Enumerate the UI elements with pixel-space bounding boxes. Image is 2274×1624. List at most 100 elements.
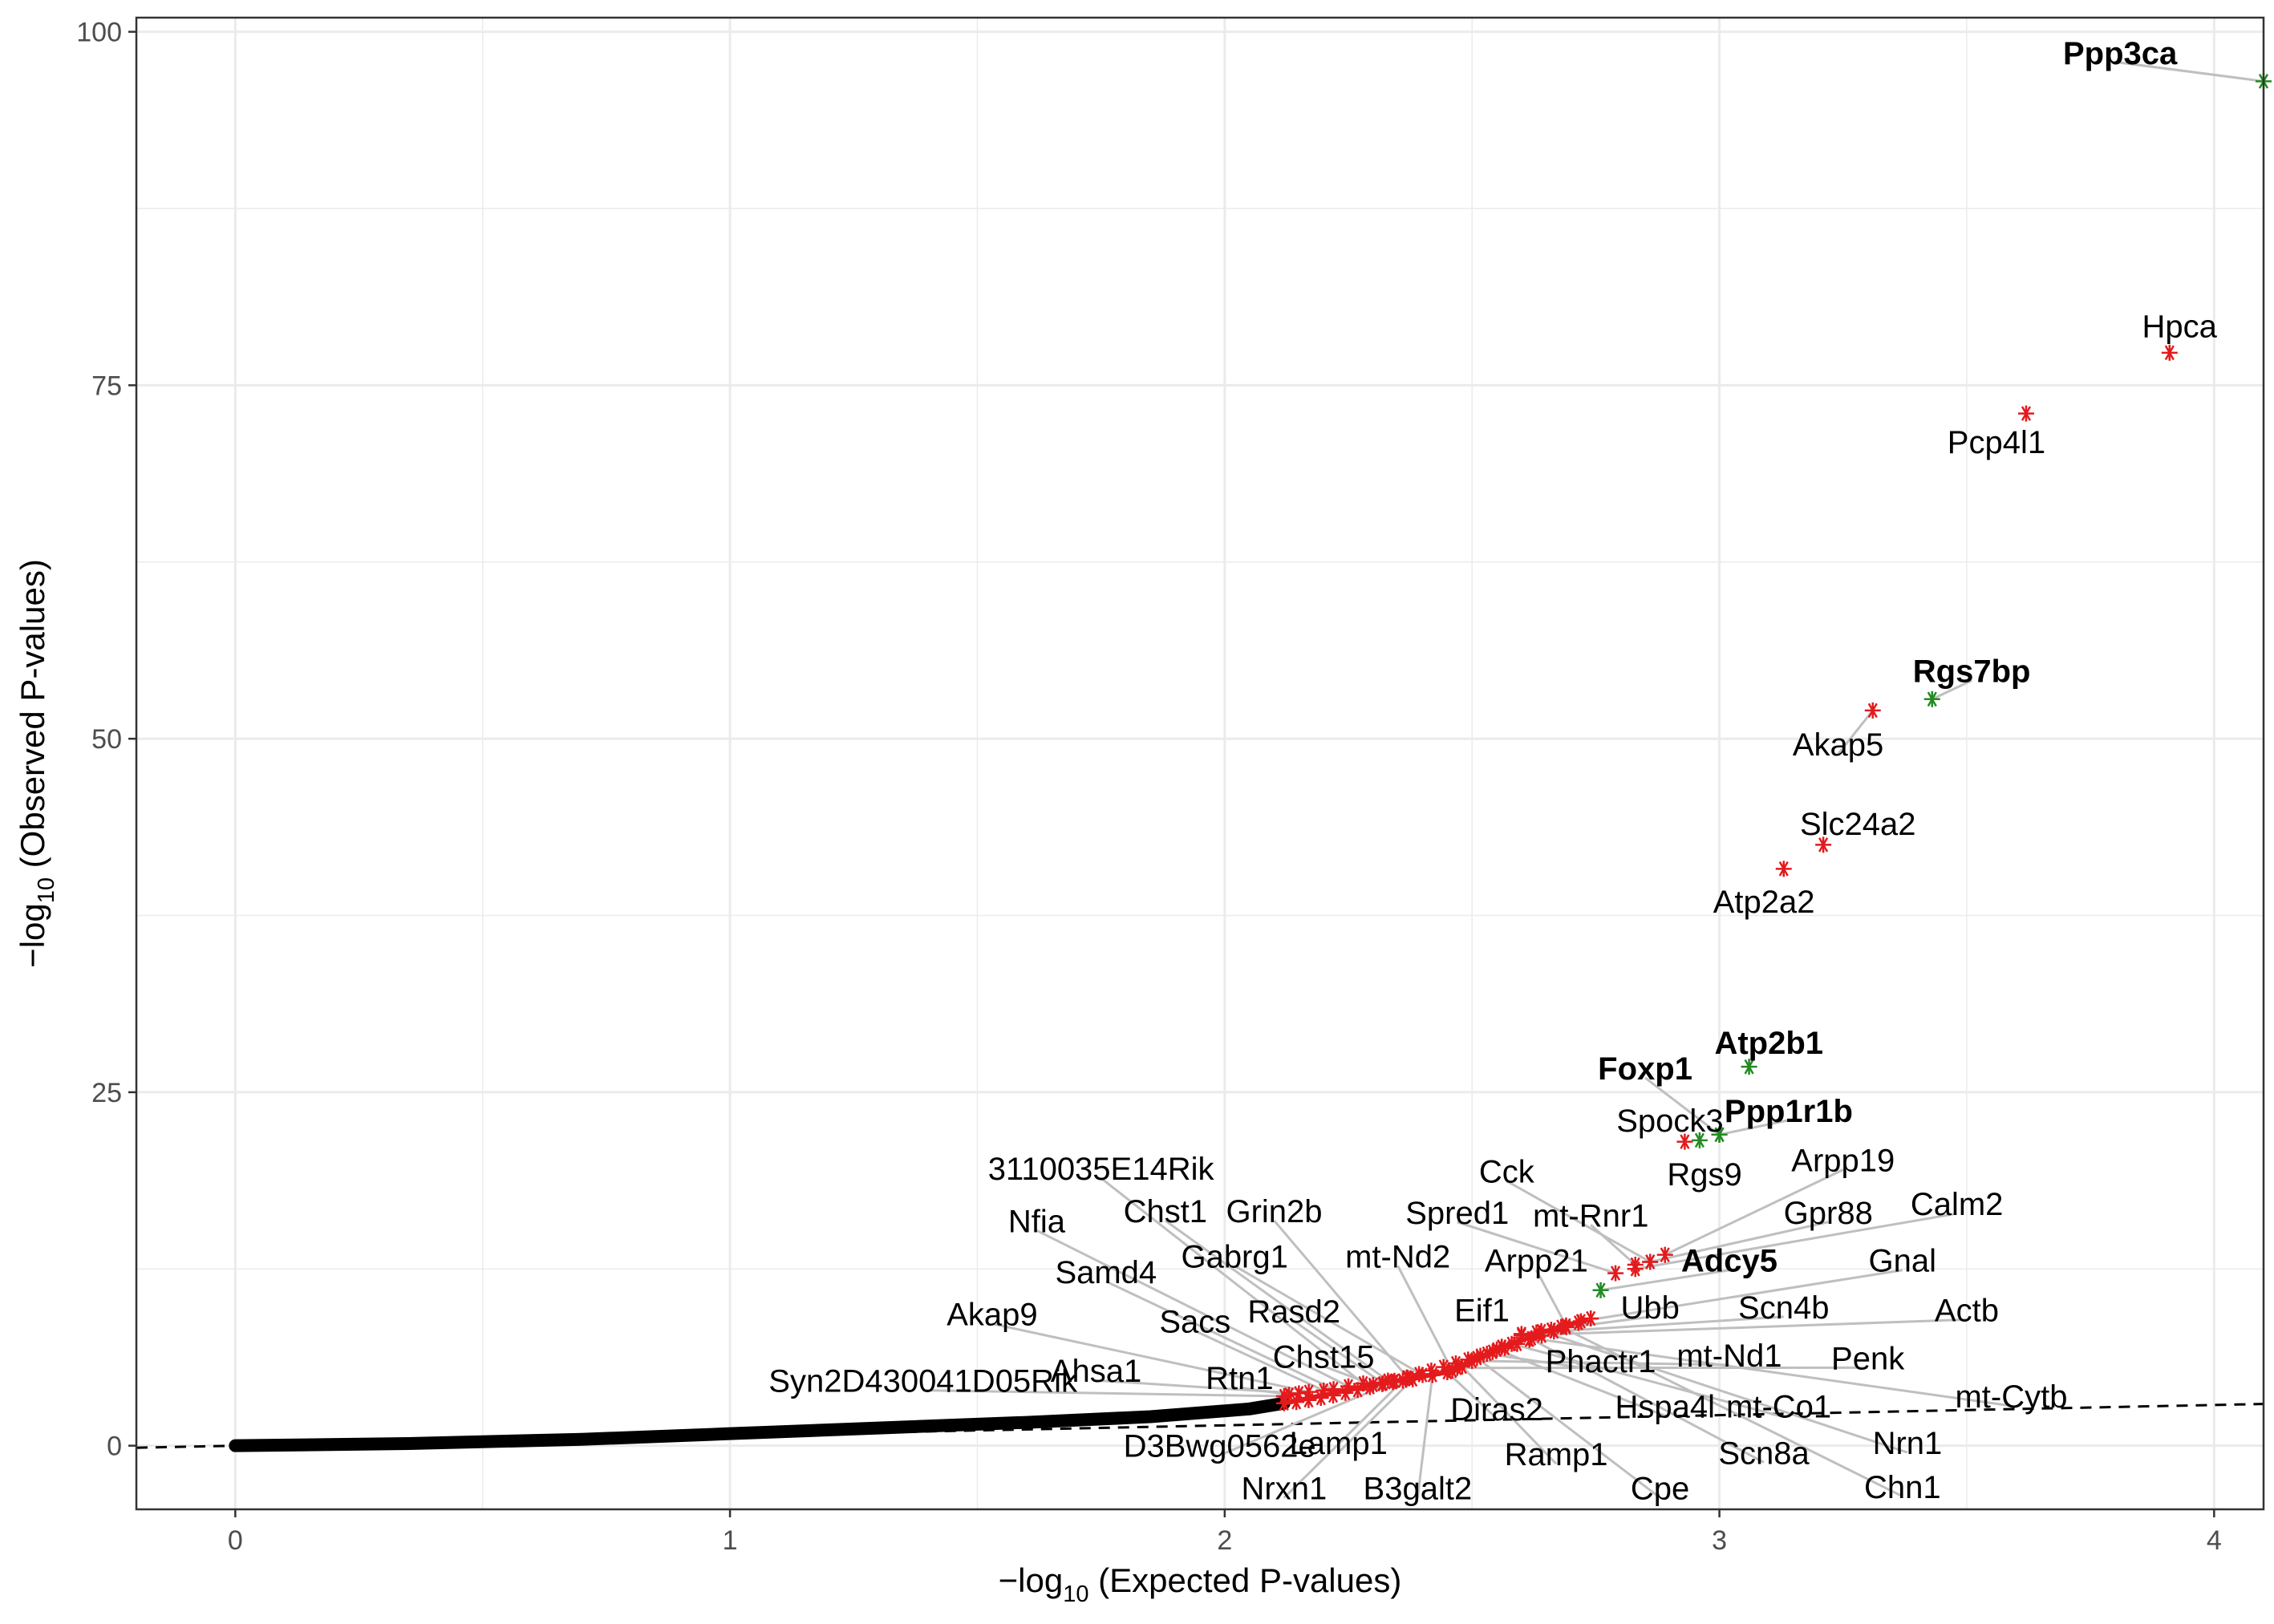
gene-point [1405,1371,1421,1387]
leader-line [1472,1359,1729,1367]
gene-point [1627,1261,1644,1278]
gene-label: Rgs9 [1667,1157,1741,1193]
gene-point [1424,1367,1441,1383]
gene-label: Arpp19 [1791,1144,1895,1179]
gene-point [1375,1375,1392,1392]
gene-point [1469,1350,1486,1367]
gene-point [1815,836,1832,853]
leader-line [1590,1224,1636,1266]
gene-label: Arpp21 [1485,1244,1588,1279]
gene-point [1741,1059,1757,1075]
gene-label: Calm2 [1911,1187,2004,1222]
background-points-band [229,1396,1291,1452]
gene-label: Gpr88 [1784,1196,1873,1231]
leader-line [1511,1343,1779,1417]
gene-label: Akap9 [946,1298,1037,1333]
gene-label: Spock3 [1616,1104,1723,1139]
gene-label: Chn1 [1864,1470,1941,1505]
gene-label: Adcy5 [1681,1244,1777,1279]
gene-point [1340,1378,1357,1395]
gene-point [1691,1132,1708,1148]
x-axis-title-subscript: 10 [1063,1581,1088,1607]
leader-line [1635,1212,1957,1270]
leader-line [1521,1333,1765,1464]
x-tick-label: 0 [228,1525,243,1556]
gene-label: Ramp1 [1505,1437,1608,1472]
gene-label: Grin2b [1226,1194,1322,1229]
gene-point [1325,1381,1342,1398]
gene-point [1864,702,1881,719]
leader-line [1100,1176,1364,1385]
gridlines [136,18,2264,1509]
leader-line [1036,1229,1349,1387]
x-tick-label: 3 [1712,1525,1727,1556]
leader-line [1446,1371,1498,1419]
leader-line [2119,61,2264,83]
gene-label: Sacs [1159,1305,1230,1340]
gene-label: Rgs7bp [1913,654,2031,690]
gene-point [1553,1318,1570,1335]
leader-line [1105,1280,1335,1391]
gene-point [1656,1246,1673,1263]
leader-line [1496,1348,1666,1417]
leader-line [1293,1319,1384,1385]
gene-point [1489,1341,1506,1358]
leader-line [1506,1180,1651,1263]
leader-line [1476,1357,1661,1499]
gene-label: Diras2 [1450,1392,1543,1428]
gene-point [2161,344,2178,361]
y-tick-label: 75 [91,371,122,401]
leader-line [1560,1326,1903,1498]
leader-line [1531,1337,2012,1407]
gene-point [1315,1382,1332,1399]
y-axis-title-subscript: 10 [34,877,59,903]
y-tick-label: 100 [76,18,122,48]
panel-border [135,16,2265,1511]
gene-label: mt-Co1 [1726,1389,1831,1424]
leader-line [1337,1378,1414,1454]
gene-point [1592,1282,1609,1298]
gene-point [1572,1313,1589,1330]
leader-line [1931,679,1972,701]
gene-label: Rtn1 [1206,1361,1274,1396]
gene-label: Phactr1 [1546,1344,1656,1379]
leader-line [1649,1221,1829,1263]
gene-label: Ppp3ca [2063,36,2178,71]
leader-line [1664,1168,1844,1257]
leader-line [1719,1119,1790,1136]
leader-line [1541,1330,1908,1454]
gene-label: Samd4 [1055,1255,1157,1290]
leader-line [1219,1380,1394,1457]
x-axis-title-prefix: −log [999,1561,1064,1599]
gene-point [1503,1335,1520,1352]
gene-point [1394,1372,1411,1389]
gene-label: Gabrg1 [1181,1239,1287,1274]
x-tick-label: 1 [723,1525,738,1556]
leader-line [1521,1318,1968,1337]
leader-line [1580,1269,1903,1322]
leader-line [1644,1076,1721,1136]
gene-label: Hspa4l [1615,1389,1715,1424]
gene-label: Actb [1935,1293,1999,1328]
gene-label: Ahsa1 [1051,1354,1141,1389]
gene-label: 3110035E14Rik [988,1152,1215,1187]
leader-line [1535,1269,1567,1326]
x-axis-title: −log10 (Expected P-values) [999,1561,1402,1607]
gene-label: Rasd2 [1247,1294,1340,1330]
gene-point [1355,1375,1372,1392]
leader-line [1416,1375,1434,1498]
gene-label: Atp2a2 [1713,885,1815,920]
gene-point [1300,1383,1317,1400]
gene-point [1533,1322,1550,1339]
gene-label: Foxp1 [1598,1051,1692,1087]
gene-label: mt-Rnr1 [1533,1198,1648,1233]
leader-line [1461,1365,1558,1465]
gene-point [1439,1363,1456,1380]
gene-label: Cck [1479,1155,1535,1190]
gene-label: Scn4b [1738,1290,1829,1326]
gene-label: Ppp1r1b [1725,1094,1853,1129]
gene-label: Chst1 [1124,1194,1208,1229]
gene-label: Slc24a2 [1800,807,1916,842]
leader-line [1194,1330,1324,1392]
